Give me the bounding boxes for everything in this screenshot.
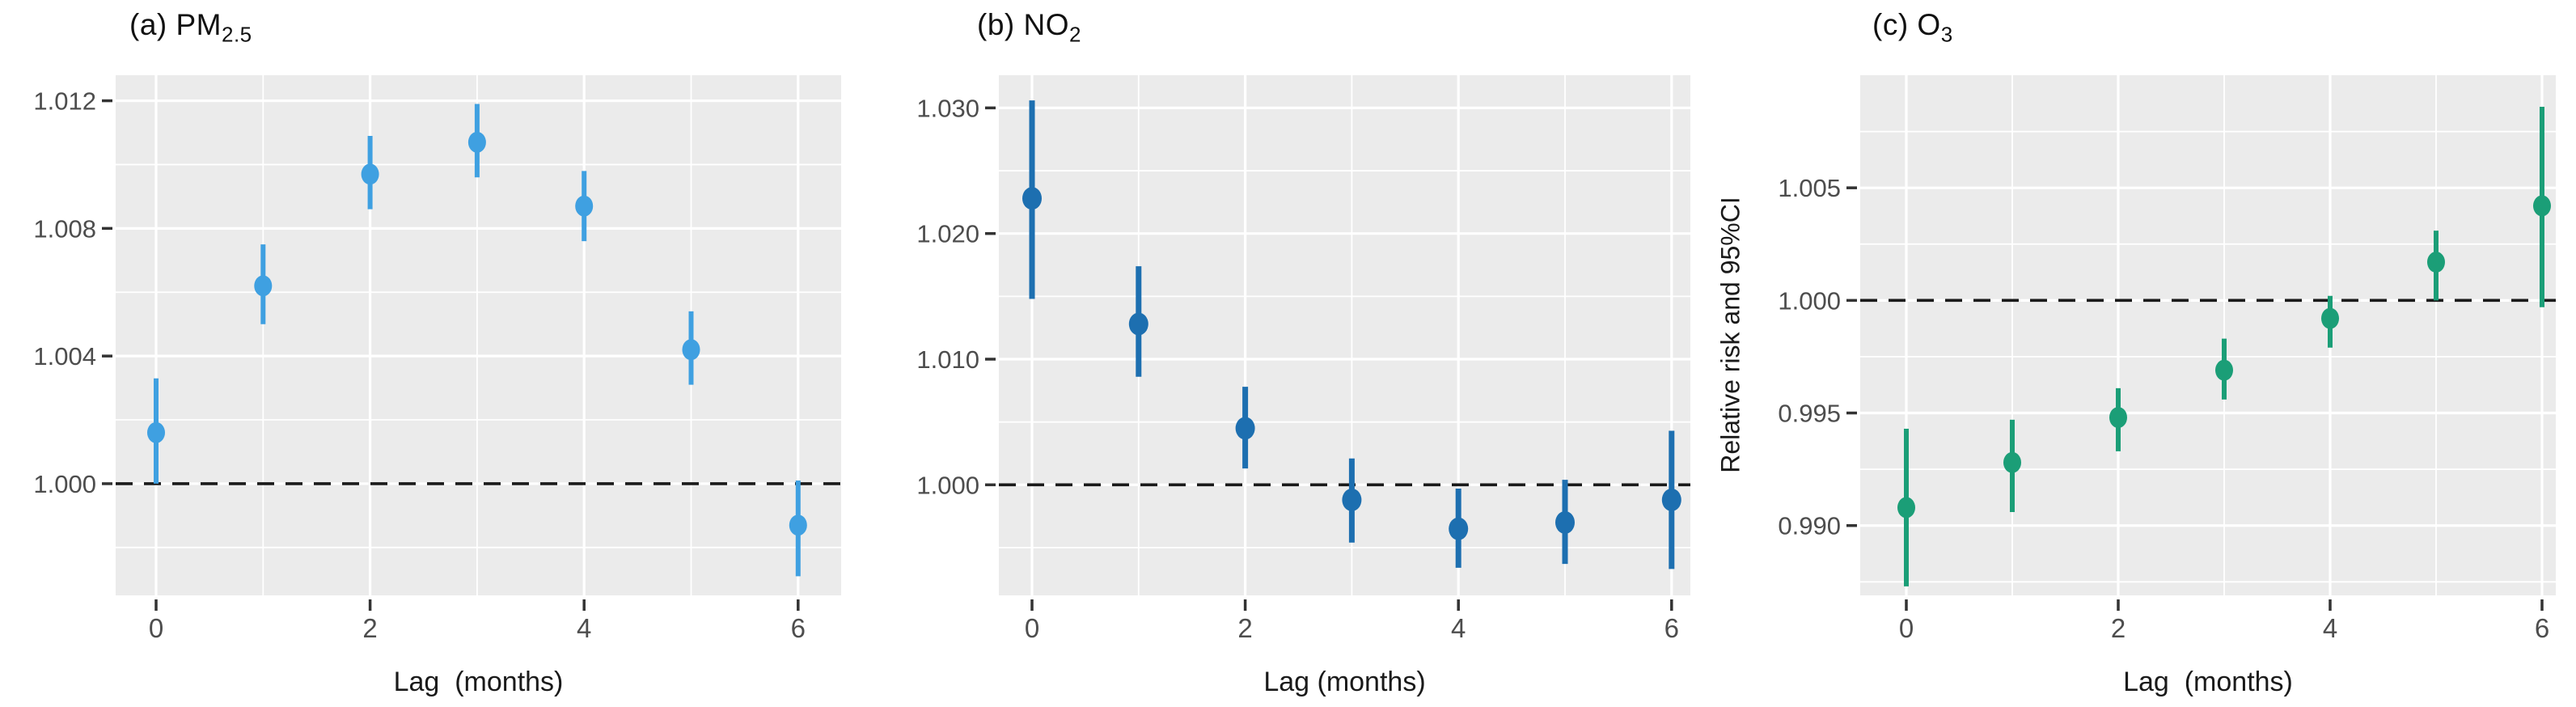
- plot-area-svg-c: 0 2 4 6 0.990 0.995 1.000 1.005: [1778, 75, 2556, 643]
- data-point: [2533, 195, 2551, 217]
- panel-title-b-main: (b) NO: [977, 8, 1069, 41]
- y-tick-label: 1.012: [33, 87, 96, 116]
- data-point: [682, 339, 700, 361]
- x-tick-label: 6: [791, 613, 806, 643]
- x-tick-label: 2: [1237, 613, 1252, 643]
- x-tick-label: 6: [2535, 613, 2549, 643]
- data-point: [2427, 252, 2445, 273]
- panel-title-c-main: (c) O: [1872, 8, 1941, 41]
- x-tick-label: 2: [2111, 613, 2126, 643]
- panel-title-b-sub: 2: [1069, 22, 1081, 47]
- data-point: [467, 131, 486, 153]
- y-tick-label: 1.000: [33, 470, 96, 498]
- panel-title-b: (b) NO2: [977, 8, 1081, 47]
- y-axis-title: Relative risk and 95%CI: [1715, 197, 1745, 473]
- y-tick-label: 1.020: [916, 220, 979, 248]
- data-point: [1555, 510, 1575, 534]
- panel-a-pm25: 0 2 4 6 1.000 1.004 1.008 1.012 (a) PM2.5 Lag (…: [0, 0, 873, 707]
- data-point: [2109, 407, 2127, 429]
- panel-title-c-sub: 3: [1940, 22, 1953, 47]
- y-tick-label: 1.005: [1778, 174, 1841, 202]
- data-point: [575, 195, 594, 217]
- x-tick-label: 4: [1451, 613, 1466, 643]
- panel-title-a-sub: 2.5: [222, 22, 252, 47]
- data-point: [361, 163, 379, 185]
- data-point: [789, 514, 807, 536]
- y-tick-label: 0.995: [1778, 400, 1841, 428]
- data-point: [1235, 417, 1255, 440]
- y-tick-label: 1.010: [916, 345, 979, 374]
- y-tick-label: 1.004: [33, 342, 96, 370]
- panel-b-no2: 0 2 4 6 1.000 1.010 1.020 1.030 (b) NO2 Lag (mo…: [873, 0, 1715, 707]
- data-point: [1342, 488, 1362, 511]
- plot-background: [999, 75, 1690, 595]
- x-tick-label: 0: [149, 613, 163, 643]
- y-tick-label: 1.000: [916, 471, 979, 499]
- data-point: [2215, 359, 2233, 381]
- plot-area-svg-a: 0 2 4 6 1.000 1.004 1.008 1.012: [33, 75, 841, 643]
- y-tick-label: 0.990: [1778, 512, 1841, 540]
- data-point: [2003, 451, 2021, 473]
- plot-background: [1860, 75, 2556, 595]
- x-tick-label: 2: [362, 613, 377, 643]
- y-tick-label: 1.030: [916, 94, 979, 122]
- x-axis-title-a: Lag (months): [393, 667, 564, 697]
- x-tick-label: 4: [2323, 613, 2337, 643]
- x-axis-title-b: Lag (months): [1263, 667, 1426, 697]
- x-tick-label: 6: [1664, 613, 1679, 643]
- data-point: [2321, 307, 2339, 329]
- panel-c-o3: 0 2 4 6 0.990 0.995 1.000 1.005 (c) O3 Relative…: [1715, 0, 2576, 707]
- y-tick-label: 1.008: [33, 214, 96, 243]
- plot-area-svg-b: 0 2 4 6 1.000 1.010 1.020 1.030: [916, 75, 1690, 643]
- x-tick-label: 4: [577, 613, 591, 643]
- x-axis-title-c: Lag (months): [2123, 667, 2293, 697]
- panel-title-a: (a) PM2.5: [129, 8, 252, 47]
- y-tick-label: 1.000: [1778, 286, 1841, 315]
- data-point: [1449, 517, 1469, 540]
- panel-title-a-main: (a) PM: [129, 8, 222, 41]
- data-point: [1897, 497, 1915, 519]
- x-tick-label: 0: [1025, 613, 1039, 643]
- data-point: [1022, 187, 1042, 210]
- data-point: [147, 421, 165, 443]
- data-point: [1661, 488, 1681, 511]
- panel-title-c: (c) O3: [1872, 8, 1953, 47]
- data-point: [1128, 312, 1148, 336]
- data-point: [254, 275, 273, 297]
- x-tick-label: 0: [1899, 613, 1914, 643]
